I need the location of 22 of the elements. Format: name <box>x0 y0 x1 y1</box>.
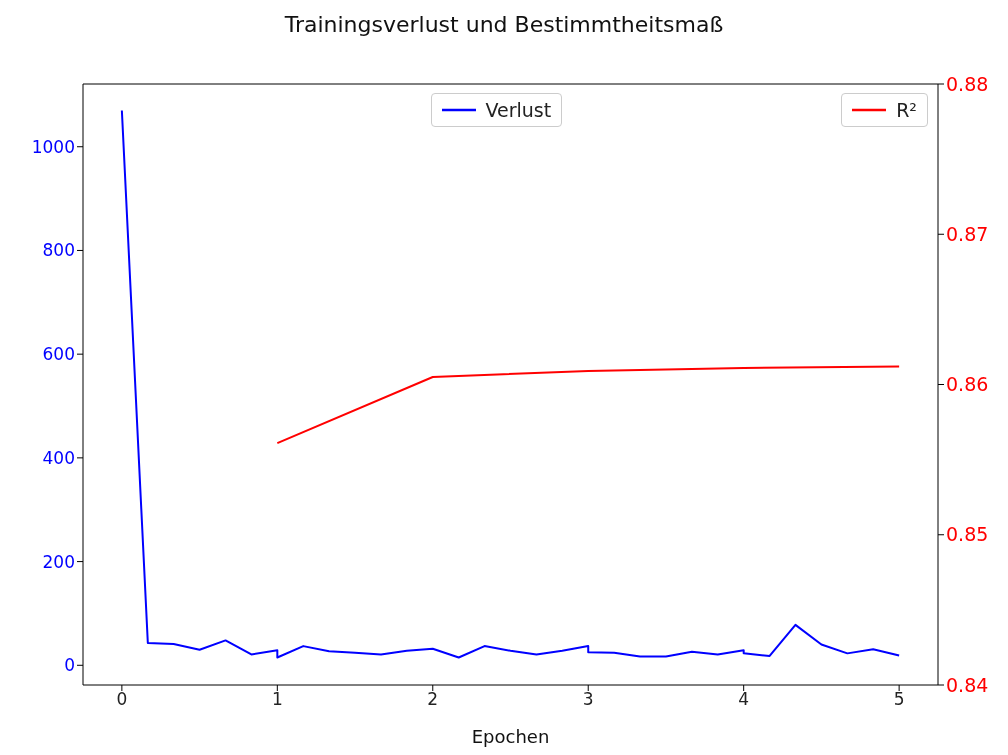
y-tick-label: 0 <box>64 655 75 676</box>
y2-tick-label: 0.87 <box>946 222 989 245</box>
x-tick-label: 5 <box>893 689 905 710</box>
x-tick-label: 1 <box>271 689 283 710</box>
chart-title: Trainingsverlust und Bestimmtheitsmaß <box>283 12 725 37</box>
y-tick-label: 400 <box>42 447 75 468</box>
y2-tick-label: 0.84 <box>946 673 989 696</box>
y2-tick-label: 0.86 <box>946 373 989 396</box>
y-tick-label: 600 <box>42 344 75 365</box>
y-tick-label: 1000 <box>31 136 75 157</box>
legend-label: Verlust <box>485 99 552 121</box>
x-axis-title: Epochen <box>471 726 550 747</box>
y-tick-label: 800 <box>42 240 75 261</box>
y2-tick-label: 0.88 <box>946 72 989 95</box>
x-tick-label: 2 <box>427 689 439 710</box>
y-tick-label: 200 <box>42 551 75 572</box>
x-tick-label: 0 <box>116 689 128 710</box>
x-tick-label: 3 <box>582 689 594 710</box>
legend-label: R² <box>896 99 917 121</box>
x-tick-label: 4 <box>738 689 750 710</box>
line-series <box>276 365 901 445</box>
y2-tick-label: 0.85 <box>946 523 989 546</box>
